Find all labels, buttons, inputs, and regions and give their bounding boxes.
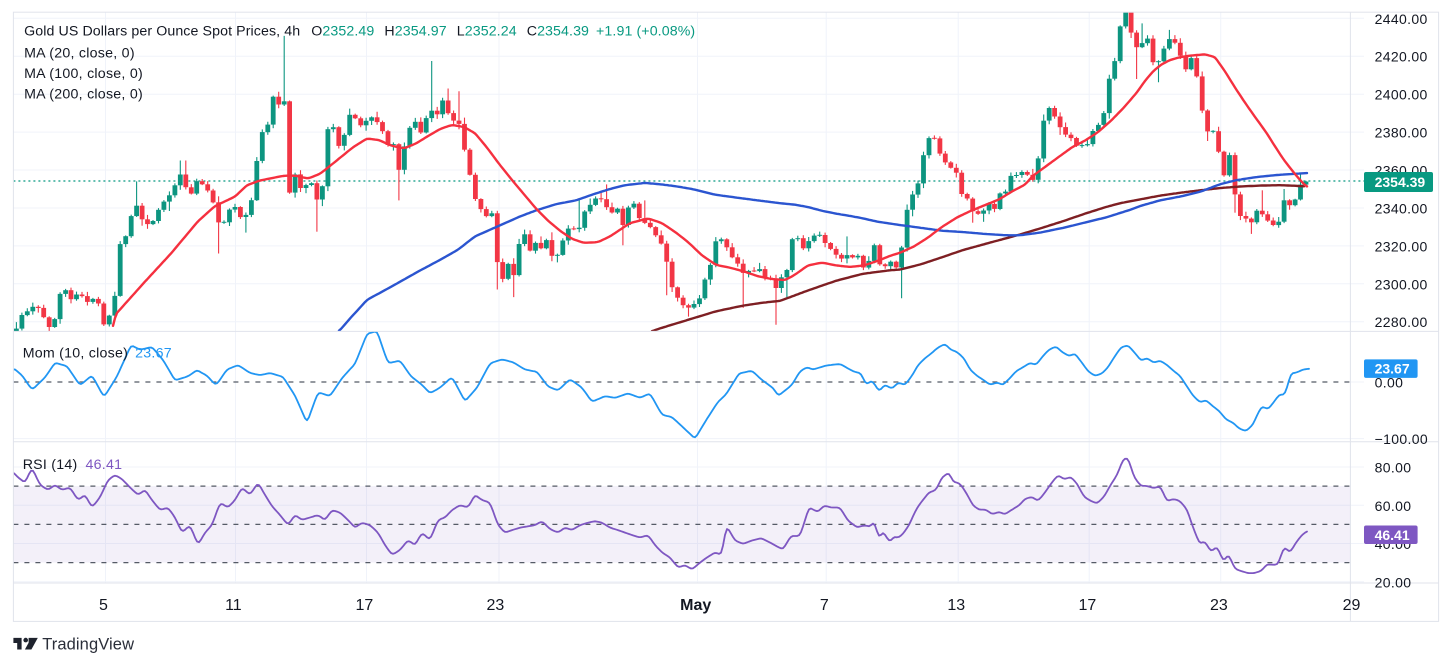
svg-text:13: 13	[947, 597, 965, 614]
svg-text:MA (200, close, 0): MA (200, close, 0)	[24, 87, 143, 103]
svg-text:2380.00: 2380.00	[1375, 125, 1428, 141]
svg-text:17: 17	[1079, 597, 1097, 614]
svg-text:TradingView: TradingView	[42, 635, 134, 653]
svg-text:7: 7	[820, 597, 829, 614]
svg-text:2354.39: 2354.39	[1375, 174, 1426, 190]
svg-text:Gold US Dollars per Ounce Spot: Gold US Dollars per Ounce Spot Prices, 4…	[24, 24, 695, 40]
svg-text:23: 23	[1210, 597, 1228, 614]
svg-text:2420.00: 2420.00	[1375, 49, 1428, 65]
svg-text:2320.00: 2320.00	[1375, 238, 1428, 254]
svg-text:MA (20, close, 0): MA (20, close, 0)	[24, 46, 135, 62]
svg-text:5: 5	[99, 597, 108, 614]
svg-text:23: 23	[487, 597, 505, 614]
svg-text:17: 17	[356, 597, 374, 614]
svg-text:2340.00: 2340.00	[1375, 200, 1428, 216]
svg-text:−100.00: −100.00	[1375, 431, 1428, 447]
svg-text:Mom (10, close)23.67: Mom (10, close) 23.67	[23, 345, 172, 361]
svg-text:80.00: 80.00	[1375, 460, 1412, 476]
svg-text:11: 11	[225, 597, 242, 614]
svg-text:0.00: 0.00	[1375, 375, 1404, 391]
svg-text:2280.00: 2280.00	[1375, 314, 1428, 330]
svg-text:20.00: 20.00	[1375, 574, 1412, 590]
svg-text:29: 29	[1343, 597, 1361, 614]
svg-text:60.00: 60.00	[1375, 498, 1412, 514]
svg-text:MA (100, close, 0): MA (100, close, 0)	[24, 66, 143, 82]
svg-text:RSI (14)46.41: RSI (14) 46.41	[23, 457, 123, 473]
svg-text:2400.00: 2400.00	[1375, 87, 1428, 103]
svg-text:2440.00: 2440.00	[1375, 11, 1428, 27]
svg-text:May: May	[680, 597, 711, 614]
svg-text:23.67: 23.67	[1375, 361, 1410, 377]
svg-text:46.41: 46.41	[1375, 527, 1410, 543]
svg-text:2300.00: 2300.00	[1375, 276, 1428, 292]
